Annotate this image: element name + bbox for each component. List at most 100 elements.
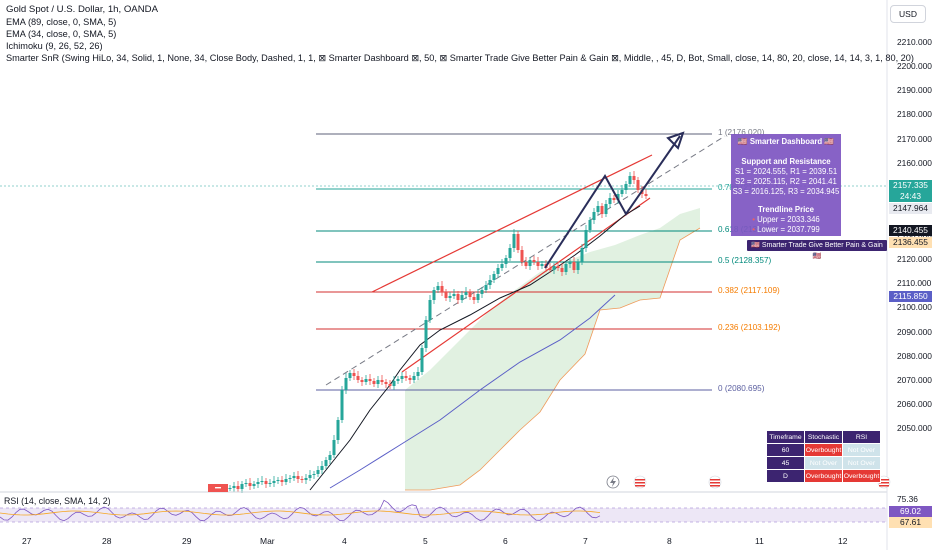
- trade-badge[interactable]: 🇺🇸 Smarter Trade Give Better Pain & Gain…: [747, 240, 887, 260]
- trend-upper: • Upper = 2033.346: [752, 215, 820, 224]
- candle-body: [348, 373, 352, 378]
- level-a-tag: 2140.455: [889, 225, 932, 236]
- candle-body: [340, 390, 344, 420]
- time-tick: 5: [423, 536, 428, 546]
- candle-body: [256, 482, 260, 484]
- symbol-title[interactable]: Gold Spot / U.S. Dollar, 1h, OANDA: [6, 4, 158, 15]
- candle-body: [576, 262, 580, 270]
- price-tick: 2050.000: [897, 423, 932, 433]
- us-flag-icon: 🇺🇸: [824, 137, 835, 146]
- candle-body: [488, 280, 492, 285]
- price-tick: 2090.000: [897, 326, 932, 337]
- candle-body: [420, 348, 424, 372]
- ichimoku-cloud-edge: [405, 227, 701, 491]
- indicator-smarter-snr[interactable]: Smarter SnR (Swing HiLo, 34, Solid, 1, N…: [6, 53, 914, 63]
- table-cell: 60: [766, 443, 805, 457]
- us-flag-icon[interactable]: [633, 475, 647, 489]
- candle-body: [392, 381, 396, 386]
- candle-body: [540, 264, 544, 266]
- candle-body: [412, 376, 416, 380]
- time-tick: 6: [503, 536, 508, 546]
- candle-body: [304, 478, 308, 480]
- us-flag-icon[interactable]: [708, 475, 722, 489]
- trend-lower: • Lower = 2037.799: [752, 225, 820, 234]
- candle-body: [460, 295, 464, 300]
- candle-body: [440, 286, 444, 292]
- rsi-line: [0, 499, 601, 522]
- candle-body: [500, 264, 504, 268]
- indicator-ema-34[interactable]: EMA (34, close, 0, SMA, 5): [6, 29, 117, 39]
- rsi-band: [0, 508, 887, 522]
- candle-body: [612, 198, 616, 200]
- price-tick: 2190.000: [897, 85, 932, 96]
- table-cell: D: [766, 469, 805, 483]
- candle-body: [312, 474, 316, 475]
- candle-body: [644, 194, 648, 196]
- candle-body: [328, 455, 332, 460]
- currency-button[interactable]: USD: [890, 5, 926, 23]
- flag-marker-icon[interactable]: [208, 484, 228, 492]
- price-tick: 2170.000: [897, 133, 932, 144]
- candle-body: [480, 290, 484, 294]
- sr-title: Support and Resistance: [741, 157, 831, 166]
- projection-path[interactable]: [544, 135, 681, 269]
- candle-body: [244, 483, 248, 484]
- table-header: Timeframe: [766, 430, 805, 444]
- candle-body: [416, 372, 420, 376]
- time-tick: 4: [342, 536, 347, 546]
- candle-body: [636, 180, 640, 190]
- candle-body: [604, 204, 608, 214]
- candle-body: [236, 486, 240, 489]
- price-tick: 2120.000: [897, 254, 932, 265]
- price-tick: 2160.000: [897, 157, 932, 168]
- price-tick: 2210.000: [897, 37, 932, 47]
- table-cell: Overbought: [804, 443, 843, 457]
- rsi-legend[interactable]: RSI (14, close, SMA, 14, 2): [4, 496, 111, 506]
- channel-mid-dashed[interactable]: [325, 135, 726, 386]
- candle-body: [232, 486, 236, 488]
- candle-body: [616, 194, 620, 200]
- indicator-ema-89[interactable]: EMA (89, close, 0, SMA, 5): [6, 17, 117, 27]
- candle-body: [240, 484, 244, 489]
- candle-body: [456, 294, 460, 300]
- candle-body: [316, 470, 320, 474]
- table-cell: Not Over: [842, 443, 881, 457]
- candle-body: [508, 248, 512, 258]
- level-b-tag: 2136.455: [889, 237, 932, 248]
- level-c-tag: 2115.850: [889, 291, 932, 302]
- candle-body: [300, 479, 304, 480]
- candle-body: [608, 198, 612, 204]
- price-tick: 2200.000: [897, 61, 932, 72]
- candle-body: [324, 460, 328, 466]
- candle-body: [276, 480, 280, 481]
- candle-body: [496, 268, 500, 274]
- lightning-icon[interactable]: [606, 475, 620, 489]
- candle-body: [596, 206, 600, 212]
- fib-label: 0 (2080.695): [718, 384, 765, 393]
- indicator-ichimoku[interactable]: Ichimoku (9, 26, 52, 26): [6, 41, 103, 51]
- candle-body: [268, 483, 272, 484]
- candle-body: [296, 476, 300, 479]
- candle-body: [464, 292, 468, 295]
- candle-body: [332, 440, 336, 455]
- table-header: RSI: [842, 430, 881, 444]
- candle-body: [548, 268, 552, 270]
- candle-body: [344, 378, 348, 390]
- price-tick: 2080.000: [897, 350, 932, 361]
- projection-arrow[interactable]: [544, 131, 685, 269]
- candle-body: [436, 286, 440, 290]
- candle-body: [520, 250, 524, 262]
- candle-body: [516, 234, 520, 250]
- channel-lower[interactable]: [401, 197, 651, 373]
- candle-body: [408, 378, 412, 380]
- price-tick: 2180.000: [897, 109, 932, 120]
- us-flag-icon: 🇺🇸: [737, 137, 748, 146]
- candle-body: [552, 266, 556, 270]
- candle-body: [556, 266, 560, 268]
- candle-body: [444, 292, 448, 298]
- table-cell: Overbought: [842, 469, 881, 483]
- smarter-dashboard: 🇺🇸 Smarter Dashboard 🇺🇸 Support and Resi…: [731, 134, 841, 236]
- s3-r3: S3 = 2016.125, R3 = 2034.945: [732, 187, 840, 196]
- candle-body: [264, 481, 268, 484]
